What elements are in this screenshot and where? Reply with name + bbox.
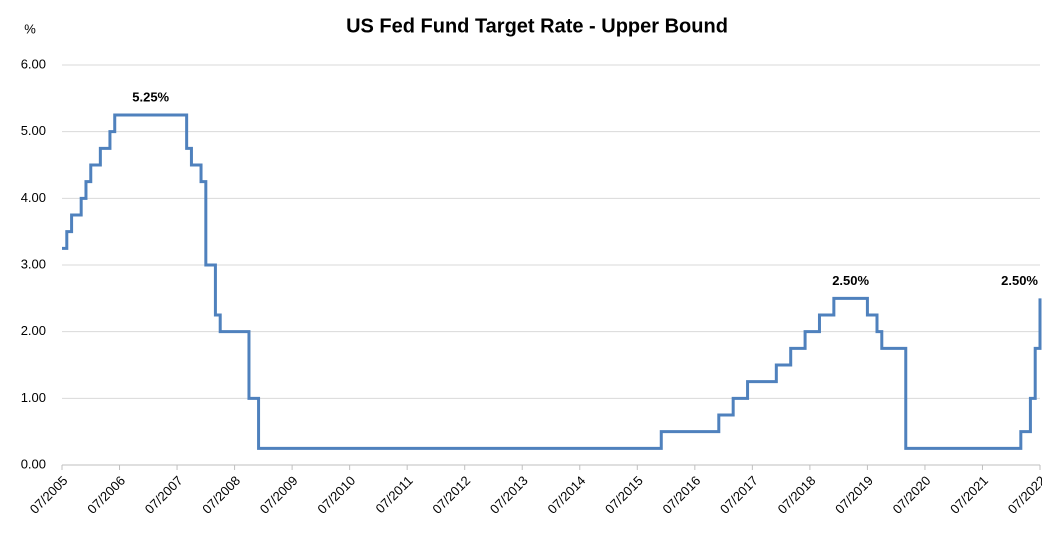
data-label: 2.50% bbox=[1001, 273, 1038, 288]
x-tick-label: 07/2016 bbox=[660, 473, 704, 517]
x-tick-label: 07/2007 bbox=[142, 473, 186, 517]
x-tick-label: 07/2013 bbox=[487, 473, 531, 517]
x-tick-label: 07/2018 bbox=[775, 473, 819, 517]
x-tick-label: 07/2012 bbox=[429, 473, 473, 517]
x-tick-label: 07/2006 bbox=[84, 473, 128, 517]
x-tick-label: 07/2021 bbox=[947, 473, 991, 517]
chart-title: US Fed Fund Target Rate - Upper Bound bbox=[346, 15, 728, 37]
x-tick-label: 07/2022 bbox=[1005, 473, 1042, 517]
y-tick-label: 4.00 bbox=[21, 190, 46, 205]
x-tick-label: 07/2011 bbox=[373, 473, 416, 516]
line-series bbox=[62, 113, 1042, 450]
y-axis-label: % bbox=[24, 21, 36, 36]
y-tick-label: 3.00 bbox=[21, 256, 46, 271]
x-tick-label: 07/2010 bbox=[314, 473, 358, 517]
data-label: 5.25% bbox=[132, 89, 169, 104]
x-tick-label: 07/2017 bbox=[717, 473, 761, 517]
x-tick-label: 07/2005 bbox=[27, 473, 71, 517]
y-tick-label: 0.00 bbox=[21, 456, 46, 471]
x-tick-label: 07/2015 bbox=[602, 473, 646, 517]
x-tick-label: 07/2014 bbox=[544, 473, 588, 517]
x-tick-label: 07/2009 bbox=[257, 473, 301, 517]
x-tick-label: 07/2008 bbox=[199, 473, 243, 517]
x-tick-label: 07/2020 bbox=[890, 473, 934, 517]
data-label: 2.50% bbox=[832, 273, 869, 288]
y-tick-label: 5.00 bbox=[21, 123, 46, 138]
y-tick-label: 6.00 bbox=[21, 56, 46, 71]
y-tick-label: 1.00 bbox=[21, 390, 46, 405]
x-tick-label: 07/2019 bbox=[832, 473, 876, 517]
y-tick-label: 2.00 bbox=[21, 323, 46, 338]
